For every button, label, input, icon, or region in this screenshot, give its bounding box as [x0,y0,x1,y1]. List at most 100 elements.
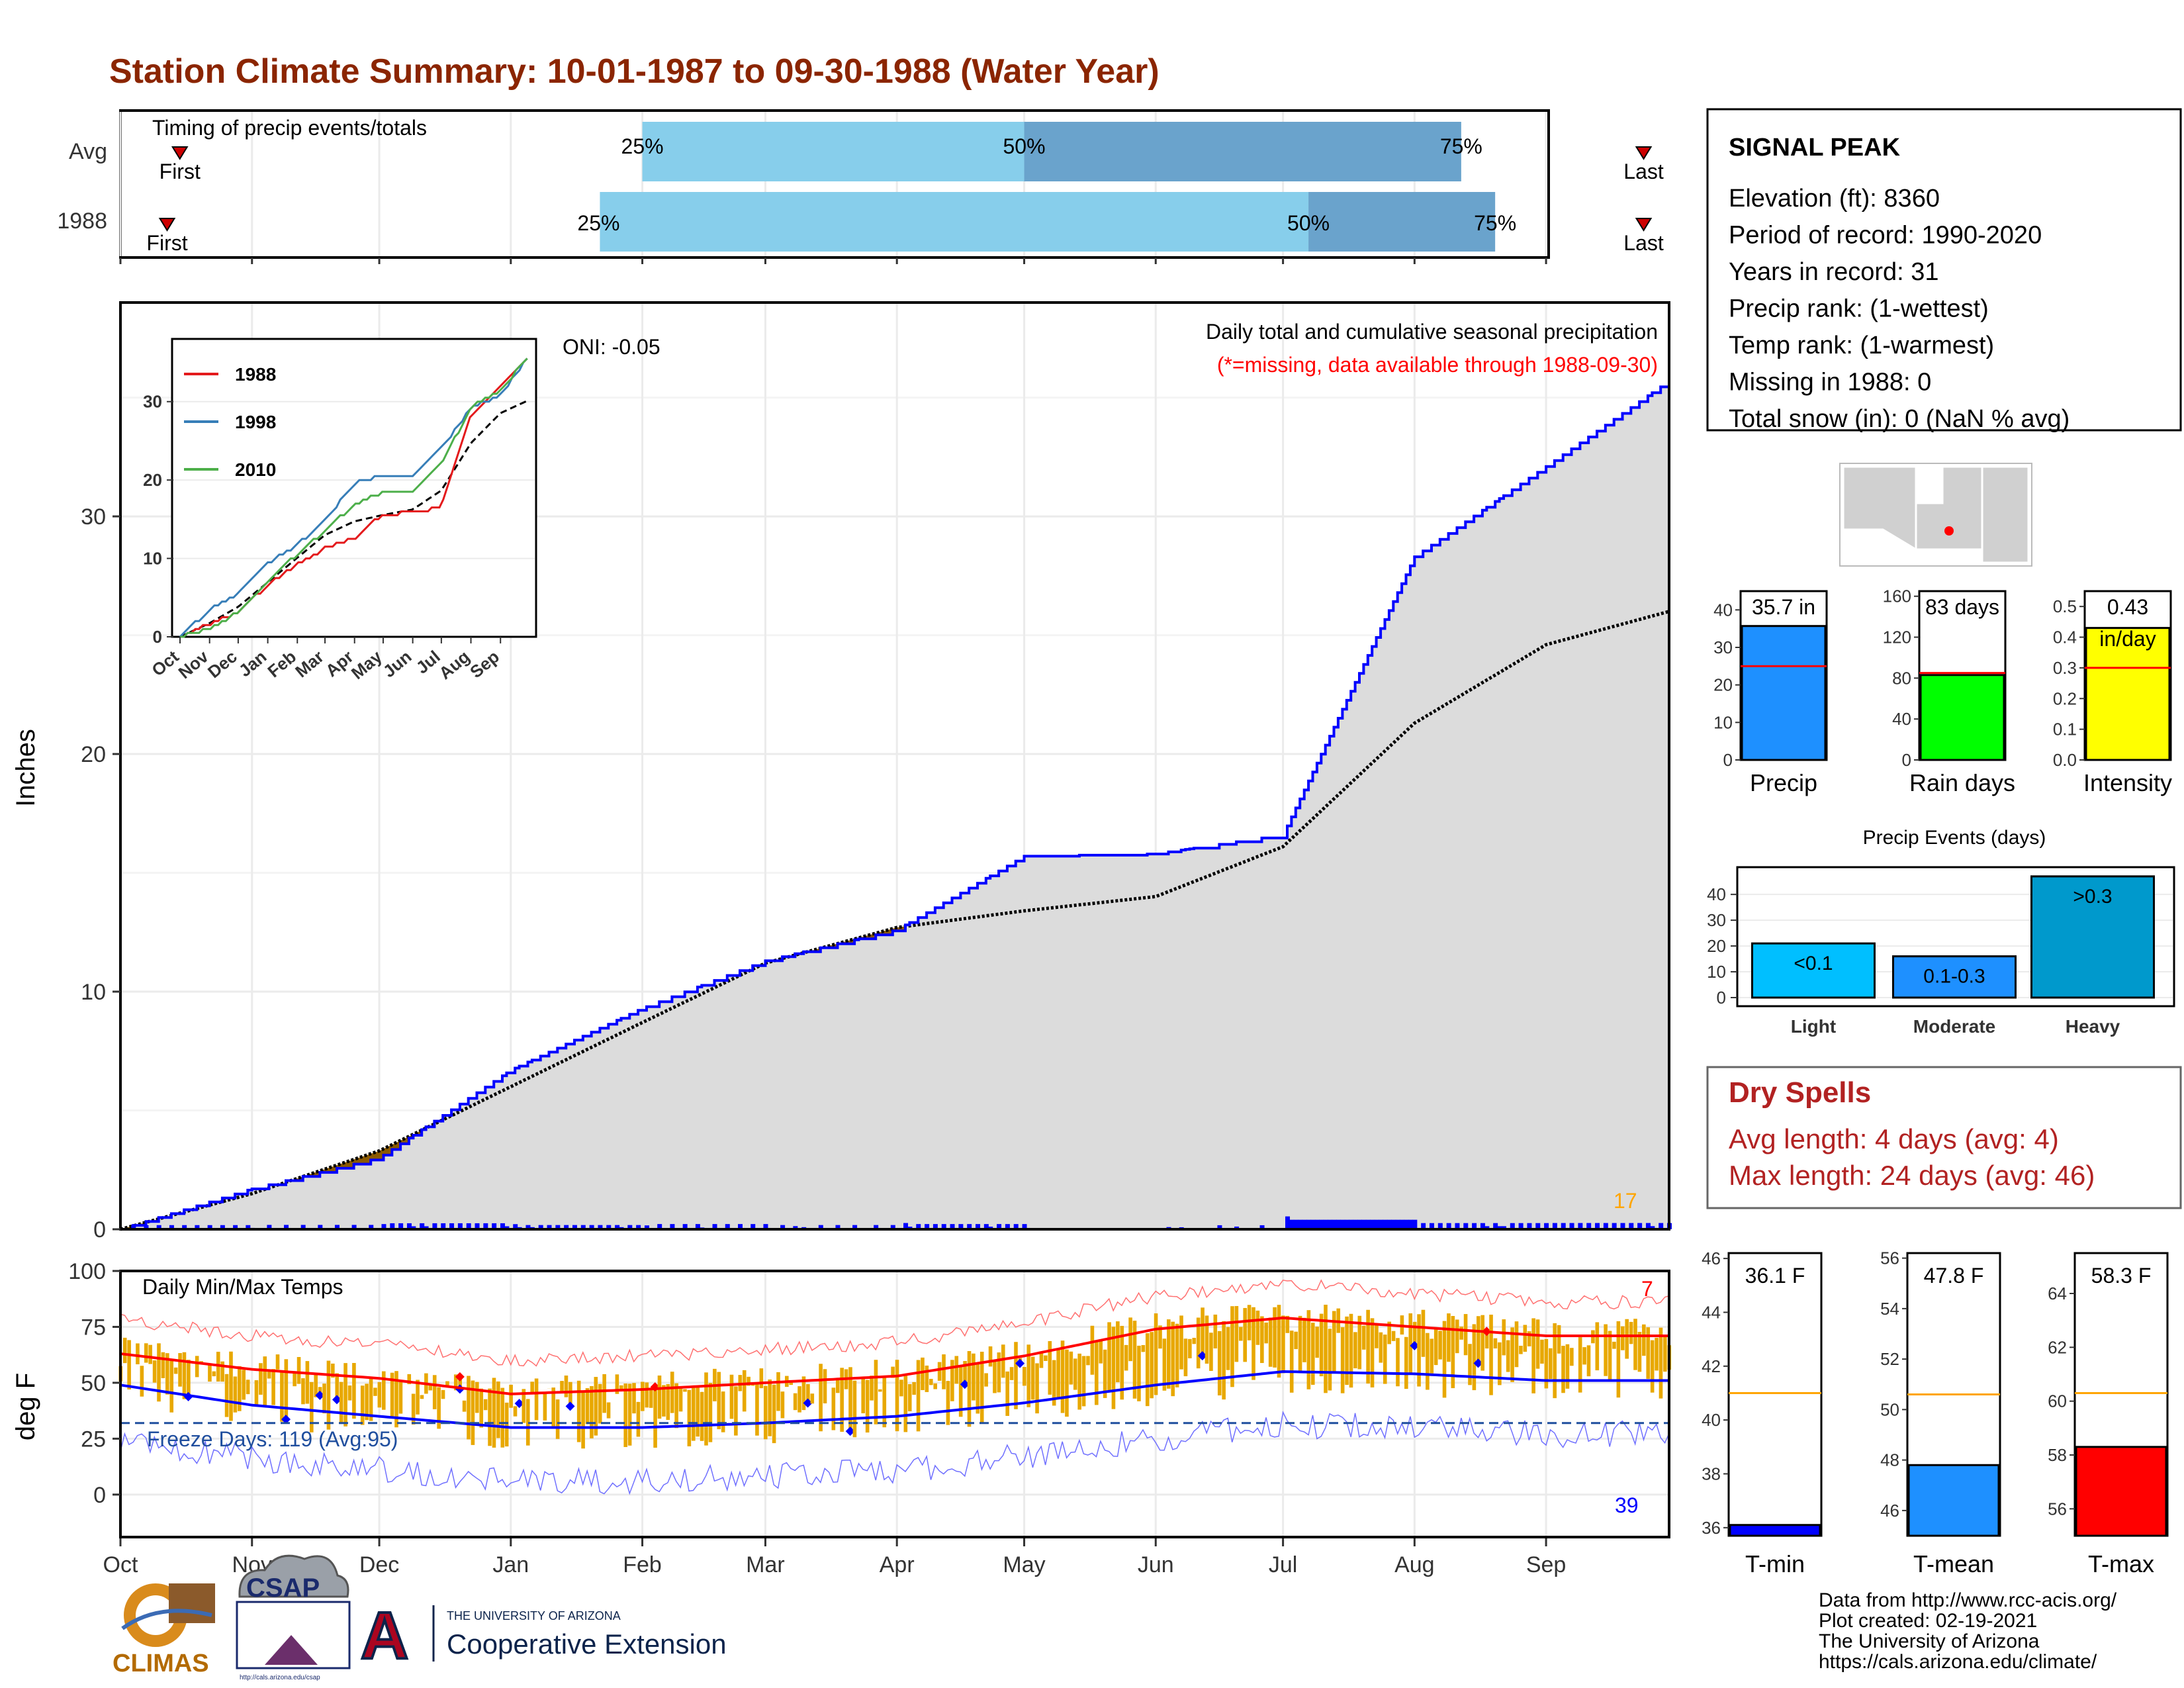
daily-precip-bar [1408,1219,1413,1229]
dry-spells-max: Max length: 24 days (avg: 46) [1729,1160,2095,1191]
temp-mini-ytick-label: 60 [2048,1391,2067,1411]
daily-temp-bar [1480,1315,1485,1371]
daily-temp-bar [891,1366,895,1378]
mini-bar-ytick-label: 120 [1883,628,1911,647]
mini-bar-ytick-label: 40 [1713,600,1733,620]
daily-precip-bar [1637,1223,1643,1229]
mini-bar-ytick-label: 0.5 [2053,596,2077,616]
daily-precip-bar [835,1225,841,1229]
mini-bar-ytick-label: 80 [1892,668,1911,688]
timing-panel-title: Timing of precip events/totals [152,116,427,140]
daily-temp-bar [445,1381,449,1385]
temp-ytick-label: 25 [81,1427,106,1452]
daily-temp-bar [759,1368,764,1389]
events-category-label: Moderate [1913,1016,1995,1037]
daily-temp-bar [1357,1315,1362,1370]
daily-temp-bar [590,1385,594,1438]
daily-temp-bar [1124,1344,1128,1371]
daily-temp-bar [275,1354,280,1370]
daily-temp-bar [555,1399,560,1439]
daily-temp-bar [666,1383,670,1420]
daily-precip-bar [246,1225,251,1229]
daily-temp-bar [852,1380,857,1438]
daily-temp-bar [1150,1332,1154,1399]
daily-temp-bar [479,1388,484,1428]
daily-precip-bar [390,1223,395,1229]
month-xtick-label: Apr [880,1552,915,1577]
daily-temp-bar [182,1352,187,1399]
month-xtick-label: May [1003,1552,1045,1577]
temp-mini-label: T-min [1745,1550,1805,1577]
dry-spells-avg: Avg length: 4 days (avg: 4) [1729,1123,2059,1154]
daily-temp-bar [1612,1341,1616,1349]
daily-temp-bar [819,1364,823,1432]
daily-temp-bar [870,1376,874,1401]
month-xtick-label: Dec [359,1552,399,1577]
precip-events-chart: Precip Events (days) 0 10 20 30 40 <0.1 Light 0… [1707,827,2175,1037]
precip-panel-frame [119,301,1670,1231]
month-xtick-label: Mar [746,1552,785,1577]
daily-temp-bar [1192,1337,1197,1344]
daily-temp-bar [1332,1311,1336,1374]
daily-temp-bar [1477,1316,1480,1364]
daily-temp-bar [1455,1319,1459,1354]
daily-temp-bar [488,1388,492,1446]
daily-precip-bar [1412,1219,1418,1229]
daily-temp-bar [1255,1310,1260,1345]
daily-precip-bar [1217,1225,1222,1229]
daily-temp-bar [602,1374,606,1413]
daily-temp-bar [157,1343,161,1402]
daily-temp-bar [1077,1353,1081,1410]
daily-temp-bar [1544,1338,1549,1389]
daily-temp-bar [1426,1333,1430,1390]
daily-temp-bar [1111,1327,1116,1409]
daily-temp-bar [1209,1333,1213,1372]
daily-temp-bar [314,1372,318,1397]
daily-temp-bar [458,1377,462,1390]
daily-temp-bar [1090,1325,1095,1375]
daily-temp-bar [691,1386,696,1441]
daily-precip-bar [636,1225,641,1229]
daily-temp-bar [305,1361,310,1404]
svg-text:CSAP: CSAP [246,1573,320,1603]
last-event-label: Last [1623,231,1664,255]
daily-temp-bar [369,1378,373,1421]
daily-precip-bar [1400,1219,1405,1229]
daily-precip-bar [466,1223,471,1229]
daily-temp-bar [780,1391,785,1419]
daily-temp-bar [1009,1367,1014,1380]
footer-line: Data from http://www.rcc-acis.org/ [1819,1589,2117,1611]
daily-temp-bar [1387,1321,1391,1344]
daily-temp-bar [271,1369,275,1405]
daily-temp-bar [1026,1344,1031,1407]
daily-temp-bar [326,1360,331,1430]
month-xtick-label: Jan [492,1552,529,1577]
daily-temp-bar [1048,1340,1052,1395]
temp-mini-ytick-label: 62 [2048,1337,2067,1357]
first-event-label: First [146,231,187,255]
mini-bar-ytick-label: 0.0 [2053,750,2077,770]
mini-bar-value-label: 35.7 in [1752,595,1815,619]
daily-temp-bar [606,1402,611,1419]
daily-temp-bar [492,1378,496,1448]
daily-temp-bar [136,1343,140,1364]
daily-temp-bar [148,1344,152,1364]
daily-temp-bar [195,1356,199,1378]
daily-temp-bar [1642,1324,1646,1356]
station-info-line: Missing in 1988: 0 [1729,369,1931,397]
events-ytick-label: 20 [1707,936,1726,956]
temp-mini-ytick-label: 46 [1702,1248,1721,1268]
dry-spells-title: Dry Spells [1729,1076,1871,1109]
daily-temp-bar [1035,1363,1039,1414]
daily-precip-bar [852,1225,858,1229]
daily-precip-bar [1437,1223,1443,1229]
daily-precip-bar [644,1225,649,1229]
timing-p25-label: 25% [621,134,664,158]
temp-mini-label: T-mean [1913,1550,1994,1577]
daily-precip-bar [1446,1223,1451,1229]
daily-temp-bar [1230,1306,1234,1387]
daily-precip-bar [1332,1219,1337,1229]
daily-temp-bar [365,1383,369,1421]
daily-precip-bar [555,1225,561,1229]
daily-temp-bar [755,1382,759,1436]
